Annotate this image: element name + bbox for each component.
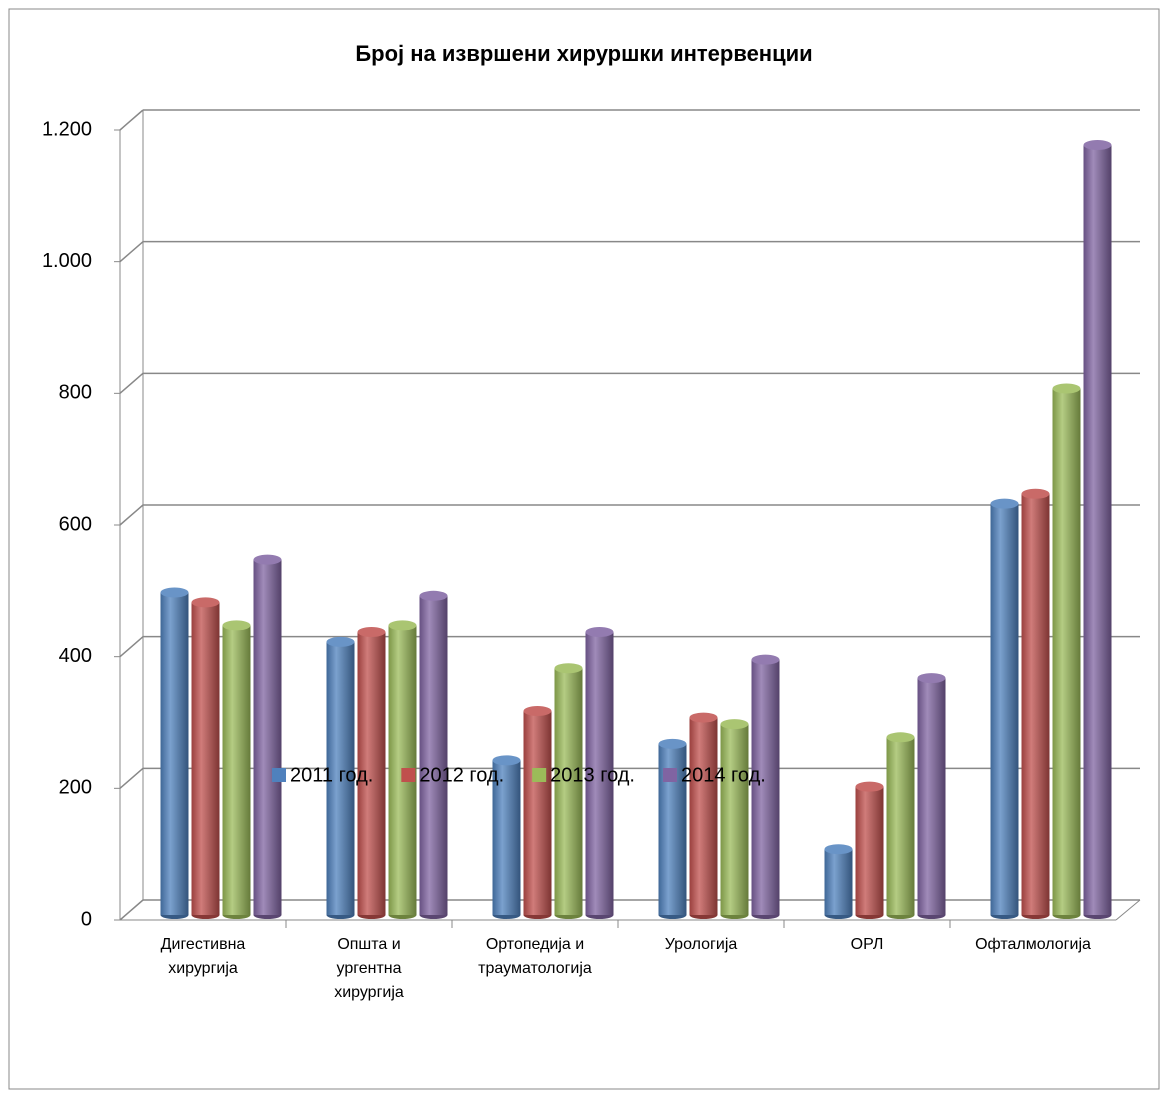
bar-cap [492, 755, 521, 766]
bar-cap [191, 597, 220, 608]
chart-title: Број на извршени хируршки интервенции [355, 41, 812, 66]
x-tick-label: Урологија [664, 936, 738, 953]
x-tick-label: Ортопедија и трауматологија [478, 936, 592, 977]
bar-cap [917, 673, 946, 684]
bar [160, 592, 189, 915]
bar [990, 503, 1019, 915]
bar [222, 625, 251, 915]
bar [689, 717, 718, 915]
bar [253, 559, 282, 915]
legend-label: 2012 год. [419, 764, 504, 786]
y-tick-label: 200 [59, 777, 92, 799]
axis-line [1115, 899, 1141, 921]
y-tick-label: 1.000 [42, 250, 92, 272]
bar-cap [689, 712, 718, 723]
bar [1021, 493, 1050, 915]
y-tick-label: 0 [81, 908, 92, 930]
bar [585, 632, 614, 915]
bar-cap [388, 620, 417, 631]
bar [419, 595, 448, 915]
bar [492, 760, 521, 915]
legend-swatch [532, 768, 547, 782]
bar [855, 786, 884, 915]
bar [1052, 388, 1081, 915]
bar [720, 724, 749, 915]
grid-line [119, 767, 144, 789]
bar-cap [419, 590, 448, 601]
x-tick-label: Општа и ургентна хирургија [334, 936, 404, 1001]
y-tick-label: 600 [59, 513, 92, 535]
grid-line [119, 504, 144, 526]
legend-swatch [401, 768, 416, 782]
bar [917, 678, 946, 915]
bar [751, 659, 780, 915]
grid-line [119, 899, 144, 921]
bar-cap [751, 654, 780, 665]
bar-cap [326, 636, 355, 647]
bar-cap [523, 705, 552, 716]
bar-cap [253, 554, 282, 565]
grid-line [119, 372, 144, 394]
grid-line [119, 109, 144, 131]
x-tick-label: ОРЛ [850, 936, 884, 953]
bar-cap [1052, 383, 1081, 394]
grid-line [119, 636, 144, 658]
bar-cap [357, 627, 386, 638]
bar-cap [160, 587, 189, 598]
y-tick-label: 800 [59, 382, 92, 404]
bar-cap [824, 844, 853, 855]
grid-line [119, 241, 144, 263]
bar [824, 849, 853, 915]
bar-cap [720, 719, 749, 730]
bar [523, 710, 552, 915]
chart-border [8, 8, 1160, 1090]
bar [326, 641, 355, 915]
y-tick-label: 400 [59, 645, 92, 667]
bar [357, 632, 386, 915]
bar [1083, 145, 1112, 915]
x-tick-label: Офталмологија [975, 936, 1091, 953]
legend-swatch [272, 768, 286, 782]
bar [191, 602, 220, 915]
bar-cap [886, 732, 915, 743]
bar-cap [855, 781, 884, 792]
bar-cap [990, 498, 1019, 509]
bar-cap [1083, 140, 1112, 150]
bar-cap [585, 627, 614, 638]
bar-cap [554, 663, 583, 674]
bar-cap [1021, 488, 1050, 499]
legend-label: 2011 год. [290, 764, 373, 786]
legend-label: 2013 год. [550, 764, 635, 786]
legend-swatch [663, 768, 677, 782]
bar [554, 668, 583, 915]
legend-label: 2014 год. [681, 764, 766, 786]
y-tick-label: 1.200 [42, 118, 92, 140]
bar-cap [658, 738, 687, 749]
bar-cap [222, 620, 251, 631]
x-tick-label: Дигестивна хирургија [160, 936, 246, 977]
bar [886, 737, 915, 915]
